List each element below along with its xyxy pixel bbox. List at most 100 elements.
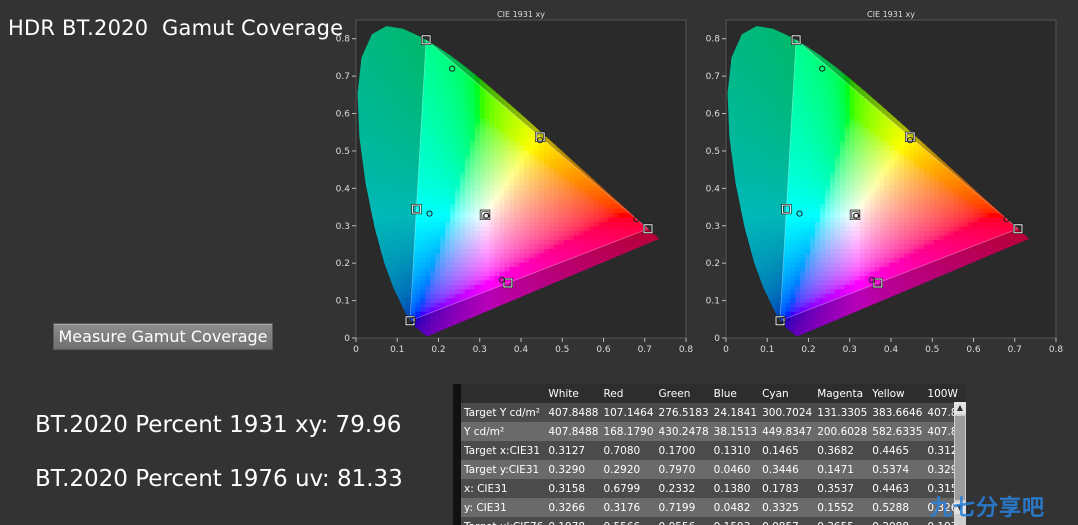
table-cell: 0.1310 [710, 441, 760, 460]
scroll-thumb[interactable] [955, 416, 965, 500]
measured-point-cyan [426, 210, 433, 217]
table-cell: 430.2478 [655, 422, 711, 441]
column-header: Magenta [814, 384, 870, 403]
measure-gamut-button[interactable]: Measure Gamut Coverage [53, 323, 273, 350]
table-cell: 0.3158 [545, 479, 601, 498]
target-marker-outline [421, 35, 431, 45]
table-cell: 0.7970 [655, 460, 711, 479]
table-cell: 0.3290 [545, 460, 601, 479]
table-cell: 0.1465 [759, 441, 815, 460]
table-row: Target y:CIE31 0.3290 0.2920 0.7970 0.0460 0.… [461, 460, 966, 479]
y-tick-label: 0.4 [706, 184, 721, 194]
x-tick-label: 0.7 [1008, 345, 1022, 352]
table-cell: 0.0460 [710, 460, 760, 479]
column-header: White [545, 384, 601, 403]
target-marker-outline [405, 316, 415, 326]
y-tick-label: 0.8 [706, 35, 721, 45]
x-tick-label: 0.7 [638, 345, 652, 352]
table-cell: 38.1513 [710, 422, 760, 441]
table-cell: 131.3305 [814, 403, 870, 422]
x-tick-label: 0.2 [801, 345, 815, 352]
table-cell: 0.3655 [814, 517, 870, 525]
table-cell: 0.3325 [759, 498, 815, 517]
table-cell: 0.3682 [814, 441, 870, 460]
table-cell: 168.1790 [600, 422, 656, 441]
column-header: Cyan [759, 384, 815, 403]
scroll-down-icon[interactable]: ▼ [954, 502, 966, 514]
page-title: HDR BT.2020 Gamut Coverage [8, 16, 344, 40]
table-cell: 0.1593 [710, 517, 760, 525]
target-marker-outline [791, 35, 801, 45]
table-cell: 582.6335 [869, 422, 925, 441]
y-tick-label: 0.2 [706, 259, 720, 269]
table-cell: 407.8488 [545, 422, 601, 441]
row-label: Target u':CIE76 [461, 517, 546, 525]
table-cell: 0.2332 [655, 479, 711, 498]
cie-chart-right: CIE 1931 xy 0 0.1 0.2 0.3 0.4 0.5 0.6 0.7 0.8 0 0.1… [706, 10, 1064, 352]
table-row: x: CIE31 0.3158 0.6799 0.2332 0.1380 0.1783 0.… [461, 479, 966, 498]
x-tick-label: 0.6 [596, 345, 611, 352]
table-cell: 0.1700 [655, 441, 711, 460]
target-marker-outline [411, 204, 421, 214]
y-tick-label: 0 [714, 334, 720, 344]
table-cell: 383.6646 [869, 403, 925, 422]
y-tick-label: 0.6 [706, 110, 721, 120]
chart-title: CIE 1931 xy [497, 10, 545, 19]
table-cell: 0.2920 [600, 460, 656, 479]
table-cell: 24.1841 [710, 403, 760, 422]
column-header-blank [461, 384, 546, 403]
table-cell: 300.7024 [759, 403, 815, 422]
table-cell: 0.5566 [600, 517, 656, 525]
row-label: y: CIE31 [461, 498, 546, 517]
row-label: Target y:CIE31 [461, 460, 546, 479]
x-tick-label: 0.4 [514, 345, 529, 352]
table-cell: 0.7199 [655, 498, 711, 517]
y-tick-label: 0.1 [336, 297, 350, 307]
y-tick-label: 0.7 [336, 72, 350, 82]
row-label: Target Y cd/m² [461, 403, 546, 422]
table-row: y: CIE31 0.3266 0.3176 0.7199 0.0482 0.3325 0.… [461, 498, 966, 517]
scroll-up-icon[interactable]: ▲ [954, 402, 966, 414]
table-cell: 0.1978 [545, 517, 601, 525]
table-cell: 0.3127 [545, 441, 601, 460]
measured-point-magenta [498, 276, 505, 283]
table-cell: 0.3176 [600, 498, 656, 517]
column-header: 100W [924, 384, 966, 403]
table-cell: 0.1552 [814, 498, 870, 517]
x-tick-label: 0.8 [679, 345, 694, 352]
target-marker-outline [905, 132, 915, 142]
chart-title: CIE 1931 xy [867, 10, 915, 19]
table-cell: 0.6799 [600, 479, 656, 498]
row-label: Y cd/m² [461, 422, 546, 441]
table-row: Target x:CIE31 0.3127 0.7080 0.1700 0.1310 0.… [461, 441, 966, 460]
column-header: Green [655, 384, 711, 403]
x-tick-label: 0.6 [966, 345, 981, 352]
table-cell: 0.5374 [869, 460, 925, 479]
measured-point-red [1003, 216, 1010, 223]
measured-point-cyan [796, 210, 803, 217]
x-tick-label: 0.4 [884, 345, 899, 352]
target-marker-outline [775, 316, 785, 326]
percent-1931-xy: BT.2020 Percent 1931 xy: 79.96 [35, 412, 402, 438]
x-tick-label: 0.5 [925, 345, 939, 352]
cie-chart-left: CIE 1931 xy 0 0.1 0.2 0.3 0.4 0.5 0.6 0.7 0.8 0 0.1… [336, 10, 694, 352]
measured-point-yellow [907, 137, 914, 144]
table-cell: 0.7080 [600, 441, 656, 460]
table-cell: 0.5288 [869, 498, 925, 517]
target-marker-outline [873, 278, 883, 288]
measured-point-green [449, 65, 456, 72]
data-grid: White Red Green Blue Cyan Magenta Yellow 100W T… [461, 384, 966, 525]
column-header: Red [600, 384, 656, 403]
target-marker-outline [643, 224, 653, 234]
x-tick-label: 0.1 [390, 345, 404, 352]
table-cell: 0.1978 [924, 517, 966, 525]
x-tick-label: 0 [353, 345, 359, 352]
table-cell: 200.6028 [814, 422, 870, 441]
x-tick-label: 0.3 [843, 345, 857, 352]
y-tick-label: 0.3 [706, 222, 720, 232]
table-cell: 0.1471 [814, 460, 870, 479]
percent-1976-uv: BT.2020 Percent 1976 uv: 81.33 [35, 466, 403, 492]
table-row: Target u':CIE760.19780.55660.05560.15930… [461, 517, 966, 525]
y-tick-label: 0.7 [706, 72, 720, 82]
x-tick-label: 0.1 [760, 345, 774, 352]
